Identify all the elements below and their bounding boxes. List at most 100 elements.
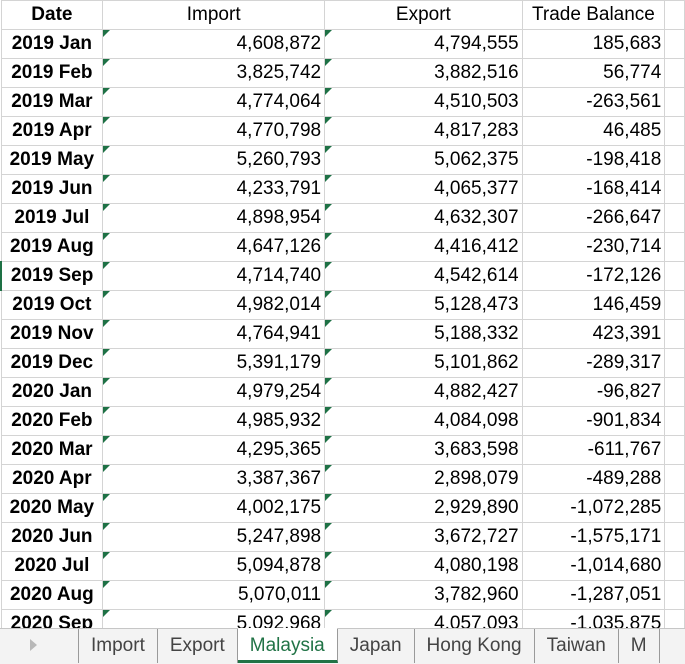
date-cell[interactable]: 2020 Jun — [0, 522, 104, 552]
empty-cell[interactable] — [664, 261, 685, 291]
sheet-tab-taiwan[interactable]: Taiwan — [535, 629, 619, 663]
date-cell[interactable]: 2019 Jan — [0, 29, 104, 59]
export-cell[interactable]: 4,084,098 — [324, 406, 523, 436]
sheet-tab-import[interactable]: Import — [78, 629, 158, 663]
trade-balance-cell[interactable]: 46,485 — [521, 116, 666, 146]
empty-cell[interactable] — [664, 377, 685, 407]
export-cell[interactable]: 2,898,079 — [324, 464, 523, 494]
import-cell[interactable]: 5,070,011 — [102, 580, 326, 610]
export-cell[interactable]: 3,683,598 — [324, 435, 523, 465]
date-cell[interactable]: 2019 Nov — [0, 319, 104, 349]
header-export[interactable]: Export — [324, 0, 523, 30]
import-cell[interactable]: 5,260,793 — [102, 145, 326, 175]
export-cell[interactable]: 5,188,332 — [324, 319, 523, 349]
header-import[interactable]: Import — [102, 0, 326, 30]
trade-balance-cell[interactable]: -289,317 — [521, 348, 666, 378]
sheet-tab-export[interactable]: Export — [158, 629, 238, 663]
empty-cell[interactable] — [664, 464, 685, 494]
date-cell[interactable]: 2020 Feb — [0, 406, 104, 436]
import-cell[interactable]: 4,608,872 — [102, 29, 326, 59]
empty-cell[interactable] — [664, 58, 685, 88]
trade-balance-cell[interactable]: -1,575,171 — [521, 522, 666, 552]
date-cell[interactable]: 2020 Jul — [0, 551, 104, 581]
empty-cell[interactable] — [664, 0, 685, 30]
export-cell[interactable]: 4,882,427 — [324, 377, 523, 407]
export-cell[interactable]: 4,065,377 — [324, 174, 523, 204]
export-cell[interactable]: 3,782,960 — [324, 580, 523, 610]
empty-cell[interactable] — [664, 203, 685, 233]
sheet-tab-japan[interactable]: Japan — [338, 629, 415, 663]
trade-balance-cell[interactable]: -611,767 — [521, 435, 666, 465]
sheet-nav-button[interactable] — [0, 629, 78, 664]
trade-balance-cell[interactable]: -172,126 — [521, 261, 666, 291]
import-cell[interactable]: 4,764,941 — [102, 319, 326, 349]
date-cell[interactable]: 2019 Feb — [0, 58, 104, 88]
date-cell[interactable]: 2020 May — [0, 493, 104, 523]
import-cell[interactable]: 4,985,932 — [102, 406, 326, 436]
date-cell[interactable]: 2019 Mar — [0, 87, 104, 117]
export-cell[interactable]: 4,542,614 — [324, 261, 523, 291]
import-cell[interactable]: 4,002,175 — [102, 493, 326, 523]
empty-cell[interactable] — [664, 348, 685, 378]
import-cell[interactable]: 5,094,878 — [102, 551, 326, 581]
export-cell[interactable]: 5,101,862 — [324, 348, 523, 378]
sheet-tab-hong-kong[interactable]: Hong Kong — [415, 629, 535, 663]
trade-balance-cell[interactable]: -1,014,680 — [521, 551, 666, 581]
empty-cell[interactable] — [664, 116, 685, 146]
trade-balance-cell[interactable]: 146,459 — [521, 290, 666, 320]
export-cell[interactable]: 2,929,890 — [324, 493, 523, 523]
date-cell[interactable]: 2019 Dec — [0, 348, 104, 378]
date-cell[interactable]: 2019 May — [0, 145, 104, 175]
trade-balance-cell[interactable]: -96,827 — [521, 377, 666, 407]
trade-balance-cell[interactable]: 56,774 — [521, 58, 666, 88]
date-cell[interactable]: 2019 Sep — [0, 261, 104, 291]
trade-balance-cell[interactable]: -168,414 — [521, 174, 666, 204]
trade-balance-cell[interactable]: 185,683 — [521, 29, 666, 59]
import-cell[interactable]: 4,774,064 — [102, 87, 326, 117]
empty-cell[interactable] — [664, 493, 685, 523]
date-cell[interactable]: 2019 Jul — [0, 203, 104, 233]
empty-cell[interactable] — [664, 435, 685, 465]
trade-balance-cell[interactable]: -901,834 — [521, 406, 666, 436]
empty-cell[interactable] — [664, 29, 685, 59]
empty-cell[interactable] — [664, 232, 685, 262]
export-cell[interactable]: 3,882,516 — [324, 58, 523, 88]
header-trade-balance[interactable]: Trade Balance — [521, 0, 666, 30]
header-date[interactable]: Date — [0, 0, 104, 30]
import-cell[interactable]: 4,982,014 — [102, 290, 326, 320]
export-cell[interactable]: 4,817,283 — [324, 116, 523, 146]
date-cell[interactable]: 2019 Aug — [0, 232, 104, 262]
date-cell[interactable]: 2020 Mar — [0, 435, 104, 465]
trade-balance-cell[interactable]: -263,561 — [521, 87, 666, 117]
empty-cell[interactable] — [664, 551, 685, 581]
empty-cell[interactable] — [664, 87, 685, 117]
trade-balance-cell[interactable]: -198,418 — [521, 145, 666, 175]
sheet-tab-malaysia[interactable]: Malaysia — [237, 628, 338, 663]
export-cell[interactable]: 4,510,503 — [324, 87, 523, 117]
import-cell[interactable]: 3,825,742 — [102, 58, 326, 88]
date-cell[interactable]: 2019 Oct — [0, 290, 104, 320]
spreadsheet-grid[interactable]: Date Import Export Trade Balance 2019 Jan 4,6… — [0, 0, 685, 639]
import-cell[interactable]: 4,295,365 — [102, 435, 326, 465]
export-cell[interactable]: 4,080,198 — [324, 551, 523, 581]
import-cell[interactable]: 4,647,126 — [102, 232, 326, 262]
empty-cell[interactable] — [664, 522, 685, 552]
empty-cell[interactable] — [664, 174, 685, 204]
empty-cell[interactable] — [664, 145, 685, 175]
import-cell[interactable]: 4,714,740 — [102, 261, 326, 291]
import-cell[interactable]: 4,770,798 — [102, 116, 326, 146]
date-cell[interactable]: 2020 Jan — [0, 377, 104, 407]
trade-balance-cell[interactable]: 423,391 — [521, 319, 666, 349]
import-cell[interactable]: 4,233,791 — [102, 174, 326, 204]
trade-balance-cell[interactable]: -1,287,051 — [521, 580, 666, 610]
date-cell[interactable]: 2020 Aug — [0, 580, 104, 610]
import-cell[interactable]: 4,898,954 — [102, 203, 326, 233]
export-cell[interactable]: 4,794,555 — [324, 29, 523, 59]
import-cell[interactable]: 5,391,179 — [102, 348, 326, 378]
trade-balance-cell[interactable]: -489,288 — [521, 464, 666, 494]
empty-cell[interactable] — [664, 319, 685, 349]
trade-balance-cell[interactable]: -1,072,285 — [521, 493, 666, 523]
trade-balance-cell[interactable]: -230,714 — [521, 232, 666, 262]
date-cell[interactable]: 2019 Apr — [0, 116, 104, 146]
trade-balance-cell[interactable]: -266,647 — [521, 203, 666, 233]
